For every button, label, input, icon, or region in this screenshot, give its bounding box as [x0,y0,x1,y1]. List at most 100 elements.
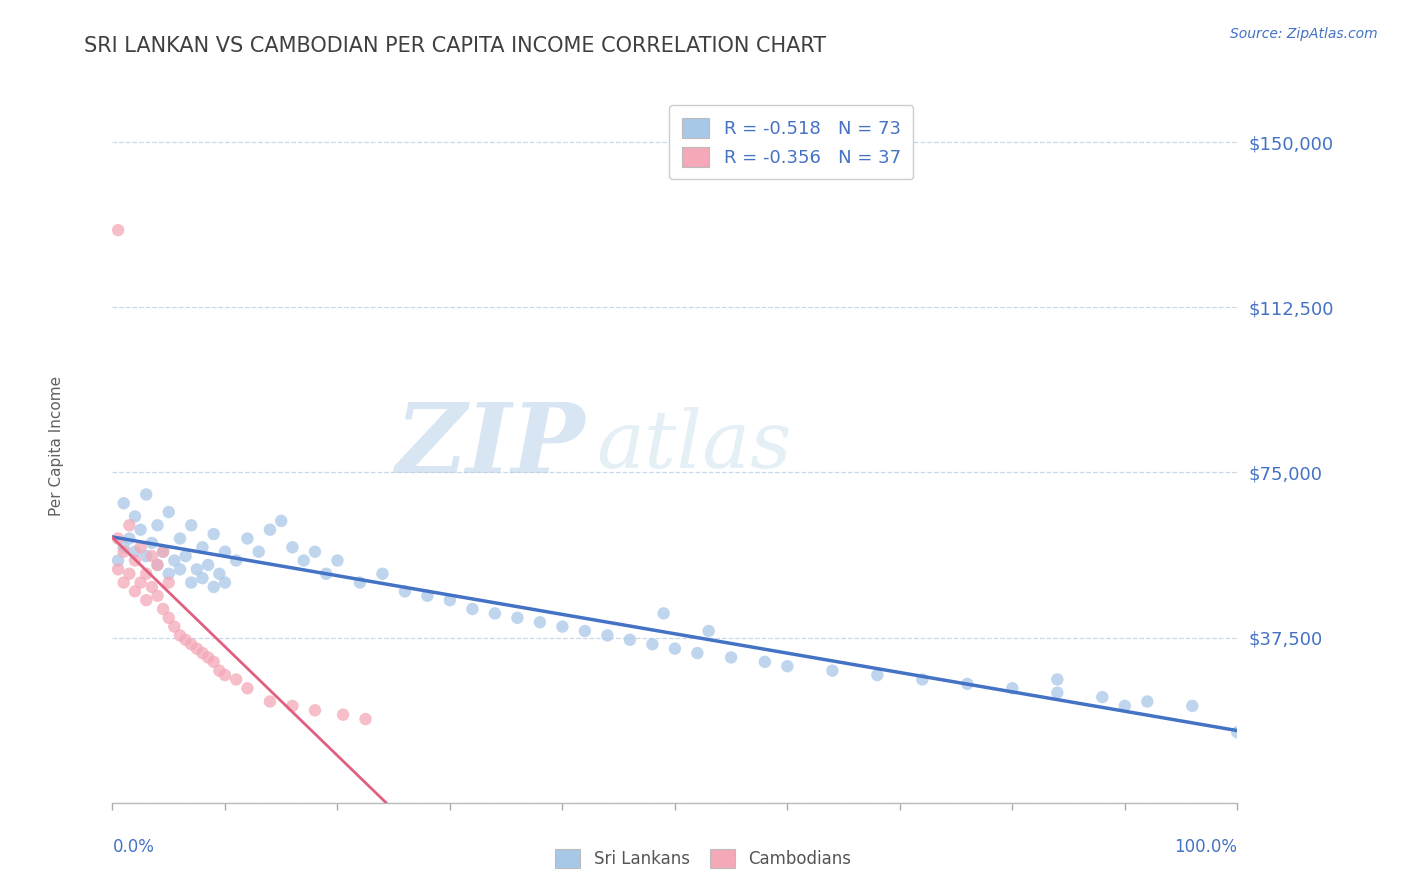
Point [157,566,180,581]
Point [135,487,157,501]
Point [236,681,259,696]
Text: Per Capita Income: Per Capita Income [49,376,63,516]
Point [202,527,225,541]
Point [191,646,214,660]
Point [315,566,337,581]
Text: SRI LANKAN VS CAMBODIAN PER CAPITA INCOME CORRELATION CHART: SRI LANKAN VS CAMBODIAN PER CAPITA INCOM… [84,36,827,55]
Point [371,566,394,581]
Point [574,624,596,638]
Point [1046,673,1069,687]
Point [112,545,135,559]
Point [141,536,163,550]
Point [349,575,371,590]
Point [180,637,202,651]
Point [304,545,326,559]
Point [146,558,169,572]
Point [821,664,844,678]
Point [1181,698,1204,713]
Point [439,593,461,607]
Point [169,562,191,576]
Point [236,532,259,546]
Point [124,545,146,559]
Point [866,668,889,682]
Point [956,677,979,691]
Point [1226,725,1249,739]
Point [1091,690,1114,704]
Point [208,664,231,678]
Point [163,553,186,567]
Point [107,553,129,567]
Point [354,712,377,726]
Point [506,611,529,625]
Point [129,523,152,537]
Point [214,545,236,559]
Point [174,632,197,647]
Point [152,545,174,559]
Point [107,223,129,237]
Point [186,641,208,656]
Point [247,545,270,559]
Point [202,580,225,594]
Point [225,673,247,687]
Point [461,602,484,616]
Text: atlas: atlas [596,408,792,484]
Point [124,584,146,599]
Point [208,566,231,581]
Point [146,518,169,533]
Point [118,532,141,546]
Point [141,549,163,563]
Point [186,562,208,576]
Point [225,553,247,567]
Point [112,541,135,555]
Text: ZIP: ZIP [395,399,585,493]
Point [169,532,191,546]
Point [135,593,157,607]
Point [281,541,304,555]
Point [180,575,202,590]
Point [551,619,574,633]
Point [332,707,354,722]
Point [776,659,799,673]
Point [107,562,129,576]
Point [596,628,619,642]
Point [169,628,191,642]
Point [754,655,776,669]
Point [281,698,304,713]
Point [129,575,152,590]
Point [259,694,281,708]
Point [152,545,174,559]
Point [720,650,742,665]
Point [416,589,439,603]
Point [214,575,236,590]
Point [191,571,214,585]
Point [1136,694,1159,708]
Point [191,541,214,555]
Point [292,553,315,567]
Point [146,589,169,603]
Point [1114,698,1136,713]
Point [529,615,551,630]
Point [304,703,326,717]
Point [124,553,146,567]
Point [697,624,720,638]
Point [135,549,157,563]
Point [129,541,152,555]
Point [107,532,129,546]
Point [157,575,180,590]
Point [641,637,664,651]
Text: Source: ZipAtlas.com: Source: ZipAtlas.com [1230,27,1378,41]
Point [152,602,174,616]
Point [197,558,219,572]
Text: 0.0%: 0.0% [112,838,155,856]
Point [112,496,135,510]
Point [146,558,169,572]
Point [112,575,135,590]
Legend: Sri Lankans, Cambodians: Sri Lankans, Cambodians [548,843,858,875]
Point [326,553,349,567]
Point [664,641,686,656]
Point [135,566,157,581]
Point [174,549,197,563]
Point [394,584,416,599]
Point [1001,681,1024,696]
Point [124,509,146,524]
